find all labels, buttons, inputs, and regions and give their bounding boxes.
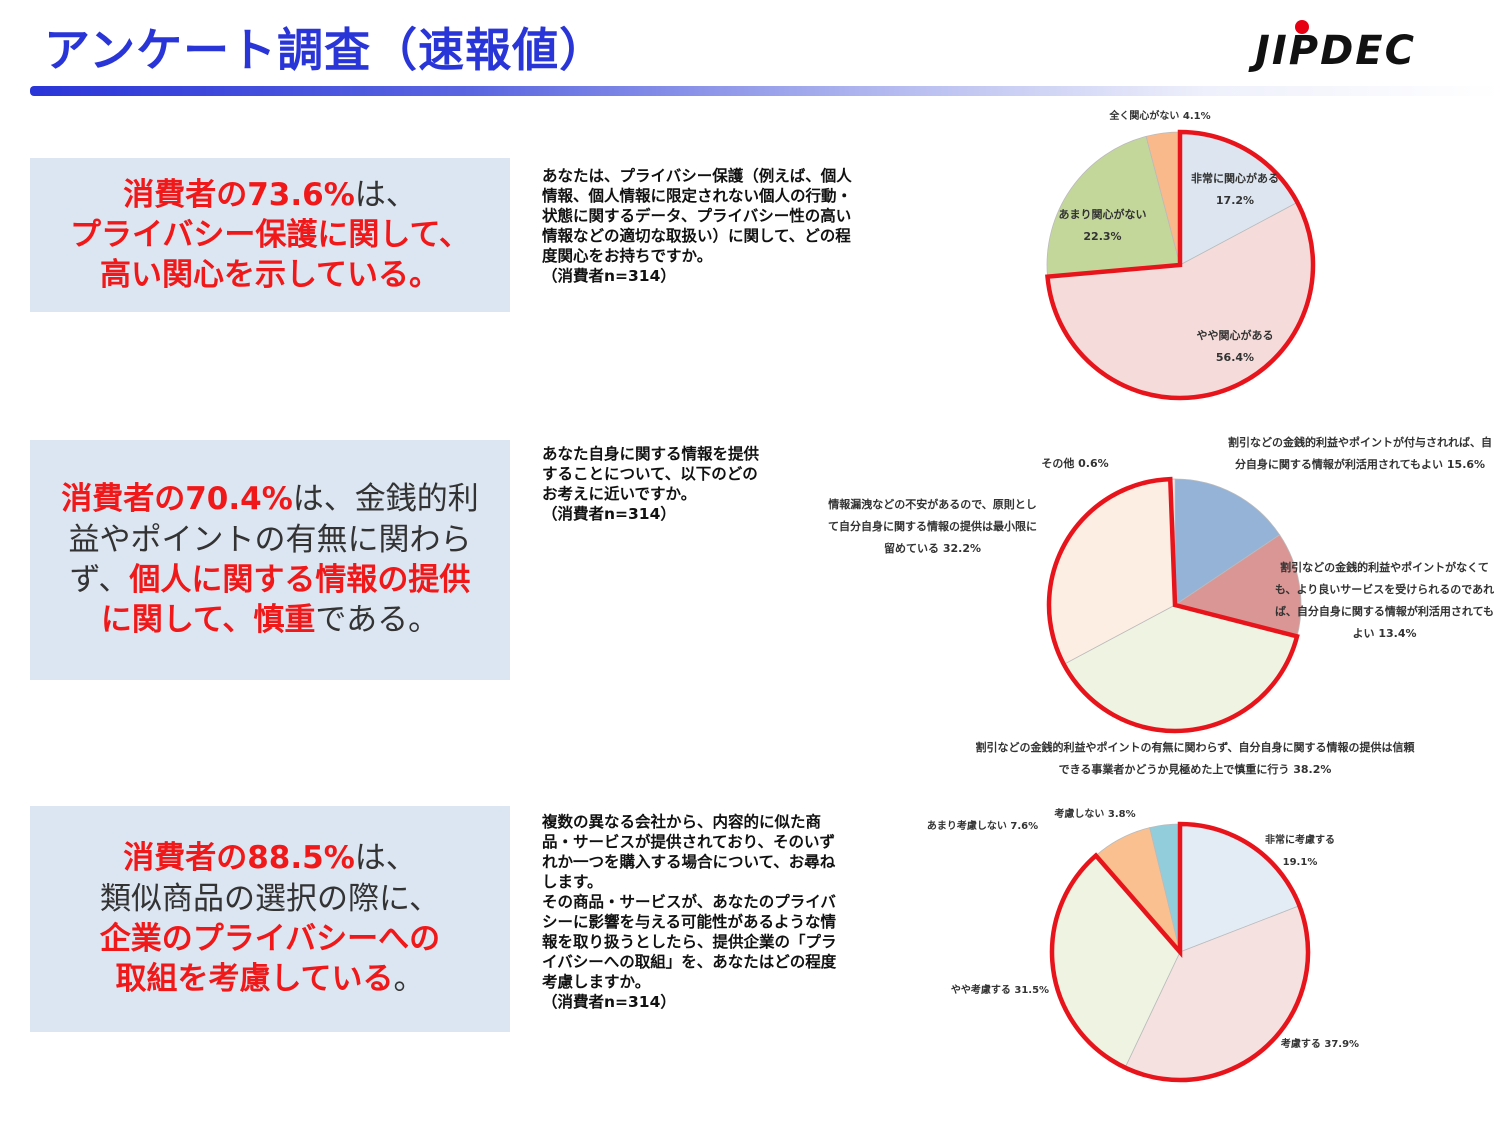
- pie3-label-somewhat-consider: やや考慮する 31.5%: [950, 985, 1050, 996]
- headline-text: は、金銭的利: [292, 481, 479, 518]
- headline-box-3: 消費者の88.5%は、 類似商品の選択の際に、 企業のプライバシーへの 取組を考…: [30, 806, 510, 1032]
- headline-line: 消費者の88.5%は、: [123, 838, 417, 878]
- pie2-label-carefully: 割引などの金銭的利益やポイントの有無に関わらず、自分自身に関する情報の提供は信頼…: [975, 741, 1415, 776]
- headline-text: は、: [354, 840, 417, 877]
- headline-text: 消費者の70.4%: [61, 481, 293, 518]
- headline-line: 高い関心を示している。: [100, 255, 440, 295]
- headline-text: 消費者の73.6%: [123, 176, 355, 213]
- pie1-label-not-very-interested: あまり関心がない 22.3%: [1058, 208, 1147, 243]
- headline-line: 消費者の73.6%は、: [123, 175, 417, 215]
- pie3-highlight-outline: [1049, 821, 1311, 1083]
- headline-text: 取組を考慮している: [115, 961, 394, 998]
- pie2-label-other: その他 0.6%: [1041, 457, 1109, 470]
- headline-line: 益やポイントの有無に関わら: [69, 520, 472, 560]
- headline-text: 高い関心を示している。: [99, 257, 441, 294]
- title-underline-bar: [30, 86, 1500, 96]
- headline-text: プライバシー保護に関して、: [70, 216, 470, 253]
- headline-line: に関して、慎重である。: [101, 600, 439, 640]
- headline-text: である。: [315, 602, 440, 639]
- pie2-label-minimal: 情報漏洩などの不安があるので、原則とし て自分自身に関する情報の提供は最小限に …: [828, 498, 1037, 555]
- headline-box-2: 消費者の70.4%は、金銭的利 益やポイントの有無に関わら ず、個人に関する情報…: [30, 440, 510, 680]
- headline-line: 消費者の70.4%は、金銭的利: [61, 479, 479, 519]
- headline-text: は、: [354, 176, 417, 213]
- headline-text: 類似商品の選択の際に、: [99, 880, 441, 917]
- survey-question-2: あなた自身に関する情報を提供 することについて、以下のどの お考えに近いですか。…: [542, 445, 760, 523]
- pie2-label-with-points: 割引などの金銭的利益やポイントが付与されれば、自 分自身に関する情報が利活用され…: [1228, 436, 1492, 471]
- headline-text: に関して、慎重: [100, 602, 316, 639]
- headline-line: 取組を考慮している。: [115, 959, 424, 999]
- pie3-label-very-consider: 非常に考慮する 19.1%: [1265, 835, 1335, 868]
- logo-dot: [1295, 20, 1309, 34]
- headline-text: ず、: [69, 562, 130, 598]
- headline-text: 。: [393, 961, 425, 998]
- headline-line: 類似商品の選択の際に、: [100, 879, 440, 919]
- pie1-label-somewhat-interested: やや関心がある 56.4%: [1196, 329, 1274, 364]
- pie2-label-without-points: 割引などの金銭的利益やポイントがなくて も、より良いサービスを受けられるのであれ…: [1274, 561, 1495, 640]
- survey-question-3: 複数の異なる会社から、内容的に似た商 品・サービスが提供されており、そのいず れ…: [542, 813, 837, 1011]
- pie1-label-not-at-all: 全く関心がない 4.1%: [1109, 111, 1211, 122]
- survey-question-1: あなたは、プライバシー保護（例えば、個人 情報、個人情報に限定されない個人の行動…: [542, 167, 853, 285]
- headline-text: 企業のプライバシーへの: [99, 921, 441, 957]
- pie3-label-not-consider: 考慮しない 3.8%: [1054, 809, 1136, 820]
- headline-text: 益やポイントの有無に関わら: [68, 521, 472, 558]
- headline-box-1: 消費者の73.6%は、 プライバシー保護に関して、 高い関心を示している。: [30, 158, 510, 312]
- headline-text: 個人に関する情報の提供: [129, 562, 471, 598]
- pie1-slice-3: [1046, 135, 1181, 278]
- pie2-slice-1: [1174, 478, 1281, 606]
- pie2-highlight-outline: [1046, 476, 1300, 734]
- pie1-highlight-outline: [1045, 129, 1316, 401]
- pie3-label-consider: 考慮する 37.9%: [1280, 1039, 1360, 1050]
- pie1-label-very-interested: 非常に関心がある 17.2%: [1191, 172, 1279, 207]
- pie3-label-not-much: あまり考慮しない 7.6%: [926, 821, 1039, 832]
- headline-line: プライバシー保護に関して、: [70, 215, 470, 255]
- page-title: アンケート調査（速報値）: [44, 23, 607, 77]
- headline-text: 消費者の88.5%: [123, 840, 355, 877]
- headline-line: 企業のプライバシーへの: [100, 919, 440, 959]
- headline-line: ず、個人に関する情報の提供: [70, 560, 471, 600]
- jipdec-logo: JIPDEC: [1255, 28, 1416, 74]
